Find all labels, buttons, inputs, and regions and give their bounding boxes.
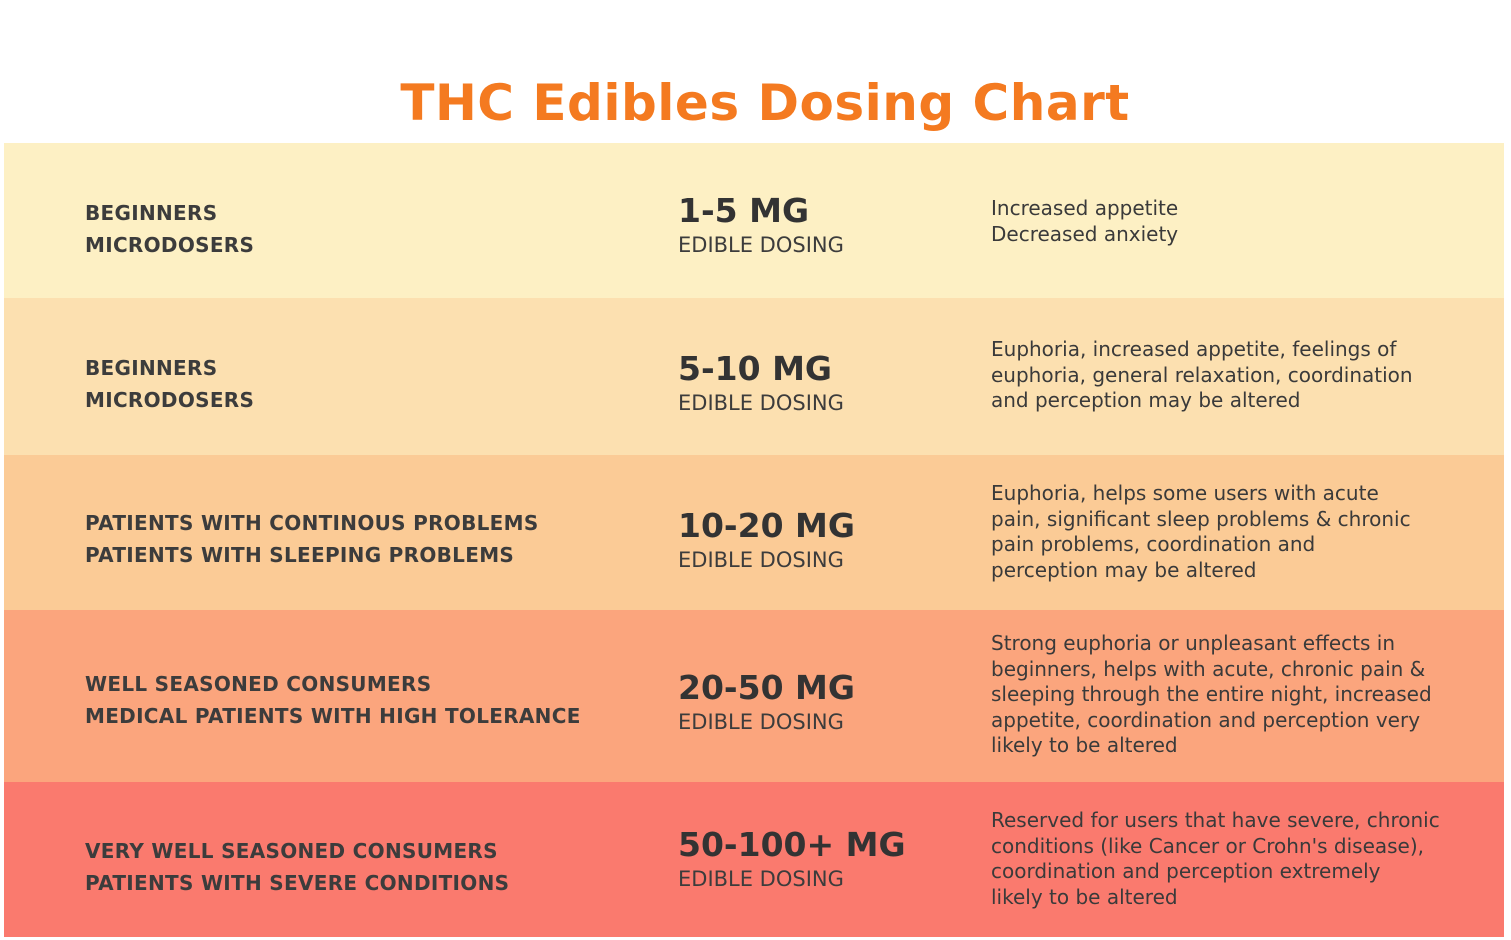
dose-amount: 20-50 MG bbox=[678, 668, 855, 707]
audience-line: PATIENTS WITH CONTINOUS PROBLEMS bbox=[85, 511, 539, 535]
dose-label: EDIBLE DOSING bbox=[678, 391, 844, 415]
effects-4: Strong euphoria or unpleasant effects in… bbox=[991, 631, 1471, 759]
dose-label: EDIBLE DOSING bbox=[678, 233, 844, 257]
audience-line: BEGINNERS bbox=[85, 201, 218, 225]
effects-5: Reserved for users that have severe, chr… bbox=[991, 808, 1471, 910]
dose-label: EDIBLE DOSING bbox=[678, 867, 844, 891]
audience-5: VERY WELL SEASONED CONSUMERS PATIENTS WI… bbox=[85, 835, 509, 899]
effects-2: Euphoria, increased appetite, feelings o… bbox=[991, 337, 1471, 414]
effects-line: pain, significant sleep problems & chron… bbox=[991, 506, 1411, 531]
effects-line: Increased appetite bbox=[991, 196, 1179, 220]
audience-line: VERY WELL SEASONED CONSUMERS bbox=[85, 839, 498, 863]
effects-line: Euphoria, increased appetite, feelings o… bbox=[991, 337, 1397, 361]
effects-line: Decreased anxiety bbox=[991, 221, 1179, 246]
chart-title: THC Edibles Dosing Chart bbox=[400, 74, 1130, 132]
dosing-row-5: VERY WELL SEASONED CONSUMERS PATIENTS WI… bbox=[4, 782, 1504, 937]
effects-line: Euphoria, helps some users with acute bbox=[991, 481, 1379, 505]
effects-line: likely to be altered bbox=[991, 733, 1178, 757]
effects-line: Strong euphoria or unpleasant effects in bbox=[991, 631, 1396, 655]
effects-line: perception may be altered bbox=[991, 557, 1257, 582]
dosing-row-3: PATIENTS WITH CONTINOUS PROBLEMS PATIENT… bbox=[4, 455, 1504, 610]
audience-line: BEGINNERS bbox=[85, 356, 218, 380]
effects-line: beginners, helps with acute, chronic pai… bbox=[991, 656, 1426, 681]
dose-label: EDIBLE DOSING bbox=[678, 548, 844, 572]
dose-amount: 10-20 MG bbox=[678, 506, 855, 545]
effects-line: Reserved for users that have severe, chr… bbox=[991, 808, 1440, 832]
audience-4: WELL SEASONED CONSUMERS MEDICAL PATIENTS… bbox=[85, 668, 581, 732]
audience-line: PATIENTS WITH SLEEPING PROBLEMS bbox=[85, 543, 515, 567]
audience-line: MICRODOSERS bbox=[85, 233, 255, 257]
dose-4: 20-50 MG EDIBLE DOSING bbox=[678, 668, 855, 736]
effects-line: coordination and perception extremely bbox=[991, 859, 1381, 883]
dose-amount: 50-100+ MG bbox=[678, 825, 906, 864]
dose-5: 50-100+ MG EDIBLE DOSING bbox=[678, 825, 906, 893]
dose-label: EDIBLE DOSING bbox=[678, 710, 844, 734]
effects-line: and perception may be altered bbox=[991, 388, 1301, 412]
effects-line: likely to be altered bbox=[991, 884, 1178, 909]
effects-line: euphoria, general relaxation, coordinati… bbox=[991, 362, 1413, 387]
effects-1: Increased appetite Decreased anxiety bbox=[991, 196, 1471, 247]
effects-line: sleeping through the entire night, incre… bbox=[991, 682, 1432, 706]
audience-2: BEGINNERS MICRODOSERS bbox=[85, 352, 254, 416]
dosing-row-2: BEGINNERS MICRODOSERS 5-10 MG EDIBLE DOS… bbox=[4, 298, 1504, 455]
dose-3: 10-20 MG EDIBLE DOSING bbox=[678, 506, 855, 574]
audience-line: MEDICAL PATIENTS WITH HIGH TOLERANCE bbox=[85, 704, 581, 728]
effects-line: conditions (like Cancer or Crohn's disea… bbox=[991, 833, 1425, 858]
audience-1: BEGINNERS MICRODOSERS bbox=[85, 197, 254, 261]
audience-line: WELL SEASONED CONSUMERS bbox=[85, 672, 432, 696]
dose-2: 5-10 MG EDIBLE DOSING bbox=[678, 349, 844, 417]
effects-line: pain problems, coordination and bbox=[991, 532, 1316, 556]
dosing-row-4: WELL SEASONED CONSUMERS MEDICAL PATIENTS… bbox=[4, 610, 1504, 782]
effects-line: appetite, coordination and perception ve… bbox=[991, 707, 1421, 732]
audience-3: PATIENTS WITH CONTINOUS PROBLEMS PATIENT… bbox=[85, 507, 539, 571]
dose-1: 1-5 MG EDIBLE DOSING bbox=[678, 191, 844, 259]
dosing-rows: BEGINNERS MICRODOSERS 1-5 MG EDIBLE DOSI… bbox=[4, 143, 1504, 937]
dose-amount: 5-10 MG bbox=[678, 349, 832, 388]
audience-line: PATIENTS WITH SEVERE CONDITIONS bbox=[85, 871, 510, 895]
dose-amount: 1-5 MG bbox=[678, 191, 810, 230]
audience-line: MICRODOSERS bbox=[85, 388, 255, 412]
dosing-row-1: BEGINNERS MICRODOSERS 1-5 MG EDIBLE DOSI… bbox=[4, 143, 1504, 298]
effects-3: Euphoria, helps some users with acute pa… bbox=[991, 481, 1471, 583]
